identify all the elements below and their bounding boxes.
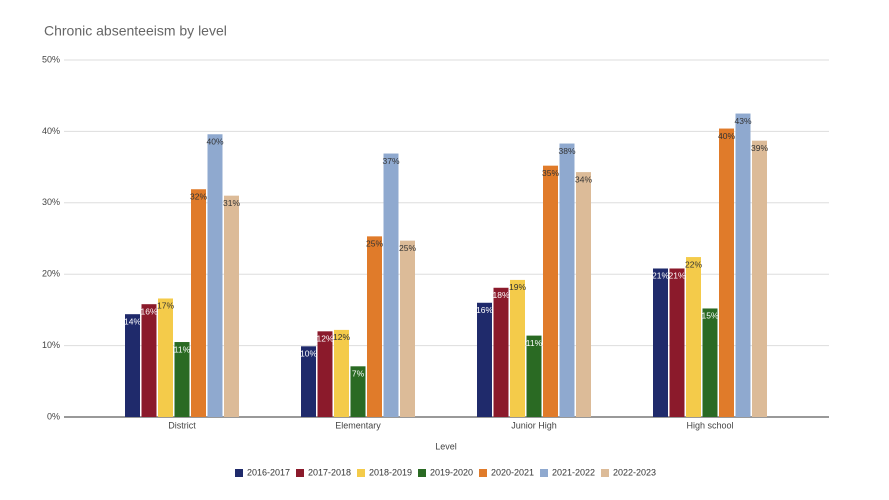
y-tick-label: 50% — [42, 54, 60, 64]
data-label: 39% — [751, 143, 768, 153]
bar — [576, 172, 591, 417]
bar — [174, 342, 190, 417]
data-label: 12% — [316, 334, 333, 344]
bar — [350, 366, 366, 417]
bar — [207, 134, 223, 418]
bar — [526, 335, 542, 417]
legend-marker — [418, 469, 426, 477]
data-label: 34% — [575, 174, 592, 184]
bar — [400, 240, 415, 417]
bar — [559, 143, 575, 417]
y-tick-label: 40% — [42, 126, 60, 136]
data-label: 35% — [542, 168, 559, 178]
bar — [735, 113, 751, 418]
legend-label: 2017-2018 — [308, 467, 351, 477]
data-label: 12% — [333, 332, 350, 342]
bar — [367, 236, 382, 417]
data-label: 40% — [718, 131, 735, 141]
bar — [702, 308, 718, 417]
bar — [493, 287, 509, 417]
data-label: 40% — [206, 137, 223, 147]
data-label: 15% — [701, 311, 718, 321]
bar — [653, 268, 668, 417]
data-label: 38% — [558, 146, 575, 156]
data-label: 11% — [526, 338, 543, 348]
legend-marker — [601, 469, 609, 477]
legend-label: 2021-2022 — [552, 467, 595, 477]
bar — [510, 279, 525, 417]
data-label: 16% — [476, 305, 493, 315]
data-label: 11% — [174, 344, 191, 354]
chart-title: Chronic absenteeism by level — [44, 23, 227, 39]
data-label: 10% — [300, 349, 317, 359]
x-tick-label: Elementary — [335, 420, 381, 430]
legend-marker — [479, 469, 487, 477]
data-label: 17% — [157, 301, 174, 311]
legend-label: 2020-2021 — [491, 467, 534, 477]
legend-label: 2022-2023 — [613, 467, 656, 477]
data-label: 14% — [124, 316, 141, 326]
bar — [669, 268, 685, 417]
bar — [543, 165, 558, 417]
x-tick-label: High school — [686, 420, 733, 430]
x-axis-label: Level — [435, 441, 457, 451]
bar — [301, 346, 316, 417]
legend-label: 2018-2019 — [369, 467, 412, 477]
bar — [719, 128, 734, 417]
bar — [158, 298, 173, 417]
data-label: 43% — [734, 116, 751, 126]
data-label: 16% — [140, 306, 157, 316]
y-tick-label: 0% — [47, 411, 60, 421]
bar — [383, 153, 399, 417]
data-label: 25% — [399, 243, 416, 253]
legend-label: 2016-2017 — [247, 467, 290, 477]
legend-marker — [235, 469, 243, 477]
data-label: 22% — [685, 259, 702, 269]
bar — [224, 195, 239, 417]
data-label: 19% — [509, 282, 526, 292]
y-tick-label: 30% — [42, 197, 60, 207]
legend-marker — [357, 469, 365, 477]
data-label: 21% — [652, 271, 669, 281]
y-tick-label: 10% — [42, 340, 60, 350]
legend-label: 2019-2020 — [430, 467, 473, 477]
bar — [317, 331, 333, 417]
bar — [477, 302, 492, 417]
data-label: 31% — [223, 198, 240, 208]
legend-marker — [540, 469, 548, 477]
bar — [686, 257, 701, 417]
bar — [752, 140, 767, 417]
x-tick-label: District — [168, 420, 196, 430]
bar — [125, 314, 140, 417]
x-tick-label: Junior High — [511, 420, 557, 430]
bar — [334, 329, 349, 417]
legend-marker — [296, 469, 304, 477]
y-tick-label: 20% — [42, 269, 60, 279]
data-label: 32% — [190, 191, 207, 201]
data-label: 21% — [668, 271, 685, 281]
bar — [191, 189, 206, 417]
data-label: 37% — [382, 156, 399, 166]
data-label: 25% — [366, 239, 383, 249]
bar — [141, 304, 157, 417]
data-label: 18% — [492, 290, 509, 300]
data-label: 7% — [352, 369, 365, 379]
